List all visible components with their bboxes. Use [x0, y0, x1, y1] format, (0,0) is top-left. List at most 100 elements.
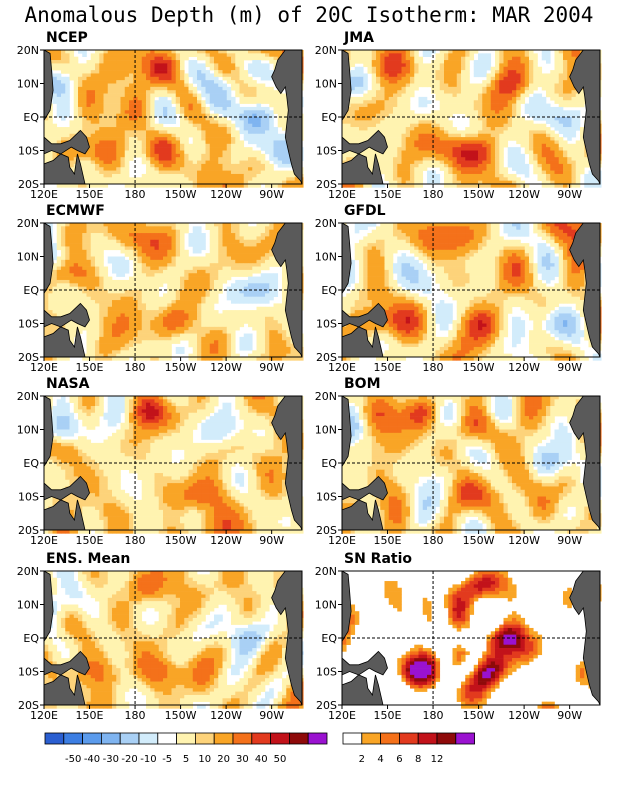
- field-cell: [354, 83, 360, 88]
- field-cell: [150, 130, 155, 135]
- field-cell: [103, 177, 109, 181]
- field-cell: [48, 130, 53, 135]
- field-cell: [129, 226, 134, 230]
- field-cell: [73, 70, 79, 74]
- field-cell: [214, 120, 219, 124]
- field-cell: [107, 83, 113, 88]
- field-cell: [273, 157, 279, 161]
- field-cell: [367, 96, 373, 101]
- field-cell: [380, 130, 385, 135]
- field-cell: [256, 60, 262, 64]
- field-cell: [163, 223, 168, 227]
- field-cell: [158, 96, 164, 101]
- field-cell: [461, 184, 466, 188]
- field-cell: [116, 130, 121, 135]
- field-cell: [231, 106, 236, 111]
- field-cell: [427, 130, 432, 135]
- field-cell: [188, 123, 194, 128]
- field-cell: [529, 153, 534, 158]
- field-cell: [201, 70, 206, 74]
- field-cell: [205, 127, 211, 131]
- field-cell: [248, 233, 253, 237]
- field-cell: [235, 63, 240, 68]
- field-cell: [439, 80, 445, 84]
- field-cell: [563, 153, 568, 158]
- field-cell: [124, 80, 130, 84]
- field-cell: [90, 90, 96, 94]
- field-cell: [512, 120, 517, 124]
- field-cell: [205, 160, 211, 165]
- field-cell: [507, 103, 513, 108]
- field-cell: [175, 184, 181, 188]
- field-cell: [367, 63, 373, 68]
- field-cell: [541, 140, 547, 145]
- field-cell: [414, 127, 419, 131]
- field-cell: [376, 106, 381, 111]
- field-cell: [495, 80, 500, 84]
- field-cell: [516, 133, 521, 138]
- field-cell: [495, 177, 500, 181]
- field-cell: [180, 243, 185, 247]
- field-cell: [252, 66, 257, 71]
- field-cell: [401, 130, 407, 135]
- field-cell: [580, 157, 585, 161]
- field-cell: [393, 163, 398, 168]
- field-cell: [239, 150, 245, 155]
- field-cell: [558, 163, 564, 168]
- field-cell: [571, 184, 577, 188]
- field-cell: [516, 180, 521, 185]
- field-cell: [120, 140, 126, 145]
- field-cell: [473, 147, 479, 151]
- field-cell: [554, 127, 560, 131]
- field-cell: [95, 180, 100, 185]
- field-cell: [95, 153, 100, 158]
- field-cell: [95, 157, 100, 161]
- field-cell: [393, 66, 398, 71]
- field-cell: [486, 130, 492, 135]
- field-cell: [252, 83, 257, 88]
- field-cell: [575, 120, 581, 124]
- field-cell: [188, 117, 194, 121]
- field-cell: [465, 50, 470, 54]
- field-cell: [235, 66, 240, 71]
- field-cell: [90, 184, 96, 188]
- field-cell: [524, 120, 530, 124]
- field-cell: [414, 147, 419, 151]
- field-cell: [256, 120, 262, 124]
- field-cell: [248, 226, 253, 230]
- field-cell: [112, 236, 117, 241]
- field-cell: [448, 137, 453, 141]
- field-cell: [541, 50, 547, 54]
- field-cell: [448, 76, 453, 81]
- field-cell: [427, 157, 432, 161]
- field-cell: [269, 56, 274, 61]
- field-cell: [256, 163, 262, 168]
- field-cell: [175, 96, 181, 101]
- field-cell: [243, 127, 249, 131]
- field-cell: [546, 153, 551, 158]
- field-cell: [116, 173, 121, 178]
- field-cell: [209, 163, 215, 168]
- field-cell: [452, 73, 458, 78]
- field-cell: [99, 170, 104, 175]
- field-cell: [439, 113, 445, 118]
- field-cell: [239, 153, 245, 158]
- field-cell: [486, 180, 492, 185]
- field-cell: [116, 140, 121, 145]
- field-cell: [158, 127, 164, 131]
- field-cell: [133, 239, 138, 244]
- field-cell: [418, 70, 424, 74]
- field-cell: [461, 147, 466, 151]
- field-cell: [558, 60, 564, 64]
- field-cell: [546, 170, 551, 175]
- field-cell: [192, 93, 198, 98]
- field-cell: [580, 133, 585, 138]
- field-cell: [558, 157, 564, 161]
- field-cell: [486, 177, 492, 181]
- field-cell: [256, 127, 262, 131]
- field-cell: [486, 103, 492, 108]
- field-cell: [95, 110, 100, 114]
- field-cell: [452, 163, 458, 168]
- field-cell: [363, 110, 368, 114]
- field-cell: [265, 120, 270, 124]
